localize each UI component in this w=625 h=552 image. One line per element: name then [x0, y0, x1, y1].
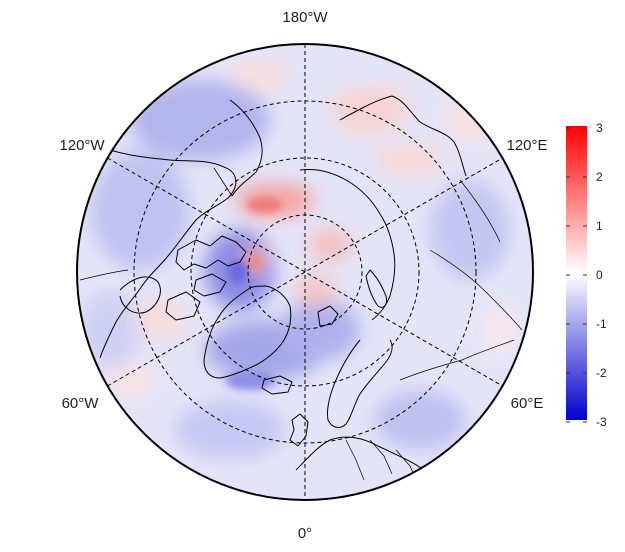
positive-anomaly-blob [105, 365, 155, 395]
coastline-north-america [99, 149, 237, 359]
positive-anomaly-blob [480, 305, 520, 355]
coastline-alaska [229, 99, 263, 197]
positive-anomaly-core [249, 254, 261, 270]
colorbar-ticks: 3 2 1 0 -1 -2 -3 [566, 121, 607, 429]
positive-anomaly-blob [308, 229, 352, 261]
lon-label-upper-left: 120°W [59, 137, 105, 154]
coastline-east-siberia [339, 95, 467, 177]
negative-anomaly-blob [80, 290, 140, 370]
border-europe-2 [369, 439, 393, 475]
lon-label-top: 180°W [282, 9, 328, 26]
coastline-british-isles [289, 413, 309, 447]
country-borders [79, 167, 523, 485]
positive-anomaly-blob [230, 60, 290, 90]
coastline-scandinavia [327, 339, 393, 428]
border-central-asia [459, 179, 501, 243]
colorbar-tick-label: 0 [596, 268, 603, 282]
border-russia-west [399, 339, 515, 381]
negative-anomaly-blob [175, 400, 285, 460]
negative-anomaly-core [225, 370, 275, 390]
negative-anomaly-core [228, 260, 248, 284]
negative-anomaly-blob [375, 390, 465, 450]
colorbar-tick-label: -3 [596, 415, 607, 429]
lon-label-lower-left: 60°W [62, 395, 100, 412]
colorbar-gradient [566, 126, 587, 420]
positive-anomaly-core [247, 197, 283, 213]
coastline-svalbard [317, 305, 339, 327]
colorbar-tick-label: 1 [596, 219, 603, 233]
map-boundary [76, 43, 534, 501]
border-alaska-canada [213, 167, 233, 197]
latitude-circle [190, 157, 420, 387]
colorbar: 3 2 1 0 -1 -2 -3 [566, 121, 607, 429]
graticule [107, 44, 503, 500]
coastline-iceland [261, 375, 293, 395]
meridian-120w-60e [107, 157, 503, 387]
lon-label-upper-right: 120°E [506, 137, 547, 154]
longitude-labels: 180°W 120°W 120°E 60°W 60°E 0° [59, 9, 547, 542]
coastline-hudson-bay [119, 276, 161, 314]
border-canada-usa [79, 269, 129, 281]
lon-label-bottom: 0° [298, 525, 312, 542]
meridian-60w-120e [107, 157, 503, 387]
negative-anomaly-blob [280, 300, 360, 360]
colorbar-tick-label: -2 [596, 366, 607, 380]
anomaly-field [77, 44, 533, 500]
negative-anomaly-blob [430, 180, 510, 280]
lon-label-lower-right: 60°E [511, 395, 544, 412]
colorbar-tick-label: -1 [596, 317, 607, 331]
border-europe-1 [345, 439, 365, 481]
negative-anomaly-blob [90, 150, 190, 270]
colorbar-tick-label: 3 [596, 121, 603, 135]
negative-anomaly-blob [130, 80, 270, 160]
coastline-siberia [299, 169, 396, 321]
positive-anomaly-blob [330, 85, 410, 135]
positive-anomaly-blob [295, 274, 335, 306]
anomaly-cores [225, 197, 283, 390]
coastline-canadian-archipelago [165, 235, 247, 321]
colorbar-tick-label: 2 [596, 170, 603, 184]
coastline-novaya-zemlya [365, 269, 387, 308]
border-russia-south [429, 249, 523, 331]
coastline-greenland [203, 285, 292, 379]
